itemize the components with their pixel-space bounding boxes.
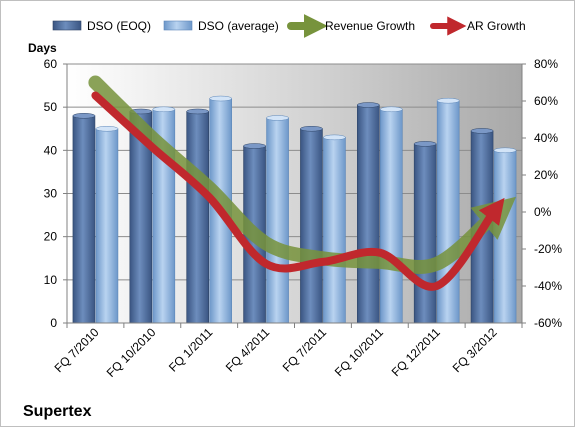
y2-tick-label-7: 80% <box>534 57 558 71</box>
y-axis-title: Days <box>28 41 57 55</box>
bar-top-dso-average-3 <box>266 115 289 121</box>
bar-top-dso-eoq-7 <box>470 128 494 134</box>
y2-tick-label-3: 0% <box>534 205 552 219</box>
bar-top-dso-eoq-6 <box>413 141 437 147</box>
bar-dso-eoq-0 <box>72 115 96 324</box>
bar-dso-average-6 <box>436 100 460 324</box>
line-ar-growth <box>91 91 505 291</box>
bar-top-dso-average-4 <box>323 134 346 141</box>
legend-swatch-1 <box>163 20 193 31</box>
line-revenue-growth <box>88 75 517 274</box>
bar-top-dso-average-1 <box>152 106 176 113</box>
bar-top-dso-eoq-0 <box>72 113 96 119</box>
bar-top-dso-eoq-5 <box>357 102 380 108</box>
y2-tick-label-6: 60% <box>534 94 558 108</box>
x-tick-label-2: FQ 1/2011 <box>166 325 216 375</box>
y-tick-label-6: 60 <box>44 57 58 71</box>
bar-dso-eoq-4 <box>300 128 323 324</box>
bar-top-dso-eoq-3 <box>243 143 266 149</box>
bar-dso-average-3 <box>266 117 289 324</box>
bar-dso-average-0 <box>95 128 119 324</box>
x-tick-label-1: FQ 10/2010 <box>104 325 159 380</box>
bar-dso-eoq-5 <box>357 104 380 324</box>
bar-dso-eoq-2 <box>186 111 209 324</box>
y2-tick-label-0: -60% <box>534 316 562 330</box>
y2-tick-label-2: -20% <box>534 242 562 256</box>
y-tick-label-0: 0 <box>50 316 57 330</box>
y-tick-label-3: 30 <box>44 187 58 201</box>
bar-top-dso-eoq-4 <box>300 126 323 132</box>
x-tick-label-6: FQ 12/2011 <box>389 325 443 379</box>
y-tick-label-1: 10 <box>44 273 58 287</box>
x-tick-label-7: FQ 3/2012 <box>450 325 500 375</box>
x-tick-label-0: FQ 7/2010 <box>52 325 102 375</box>
x-tick-label-3: FQ 4/2011 <box>223 325 273 375</box>
legend-swatch-0 <box>52 20 82 31</box>
y2-tick-label-5: 40% <box>534 131 558 145</box>
x-tick-label-5: FQ 10/2011 <box>332 325 386 379</box>
legend-label-2: Revenue Growth <box>325 19 415 33</box>
bar-top-dso-average-5 <box>380 106 403 113</box>
y-tick-label-2: 20 <box>44 230 58 244</box>
bar-top-dso-average-2 <box>209 95 232 102</box>
y-tick-label-4: 40 <box>44 143 58 157</box>
bar-dso-average-5 <box>380 109 403 324</box>
bar-top-dso-average-0 <box>95 126 119 132</box>
bar-dso-eoq-6 <box>413 143 437 324</box>
chart-title: Supertex <box>23 403 92 420</box>
bar-dso-average-7 <box>493 150 517 324</box>
bar-dso-average-4 <box>323 137 346 324</box>
legend-label-0: DSO (EOQ) <box>87 19 151 33</box>
legend-label-1: DSO (average) <box>198 19 279 33</box>
x-tick-label-4: FQ 7/2011 <box>280 325 330 375</box>
bar-top-dso-eoq-2 <box>186 108 209 115</box>
legend-label-3: AR Growth <box>467 19 526 33</box>
y2-tick-label-4: 20% <box>534 168 558 182</box>
bar-top-dso-average-6 <box>436 97 460 104</box>
y-tick-label-5: 50 <box>44 100 58 114</box>
bar-top-dso-average-7 <box>493 147 517 154</box>
y2-tick-label-1: -40% <box>534 279 562 293</box>
